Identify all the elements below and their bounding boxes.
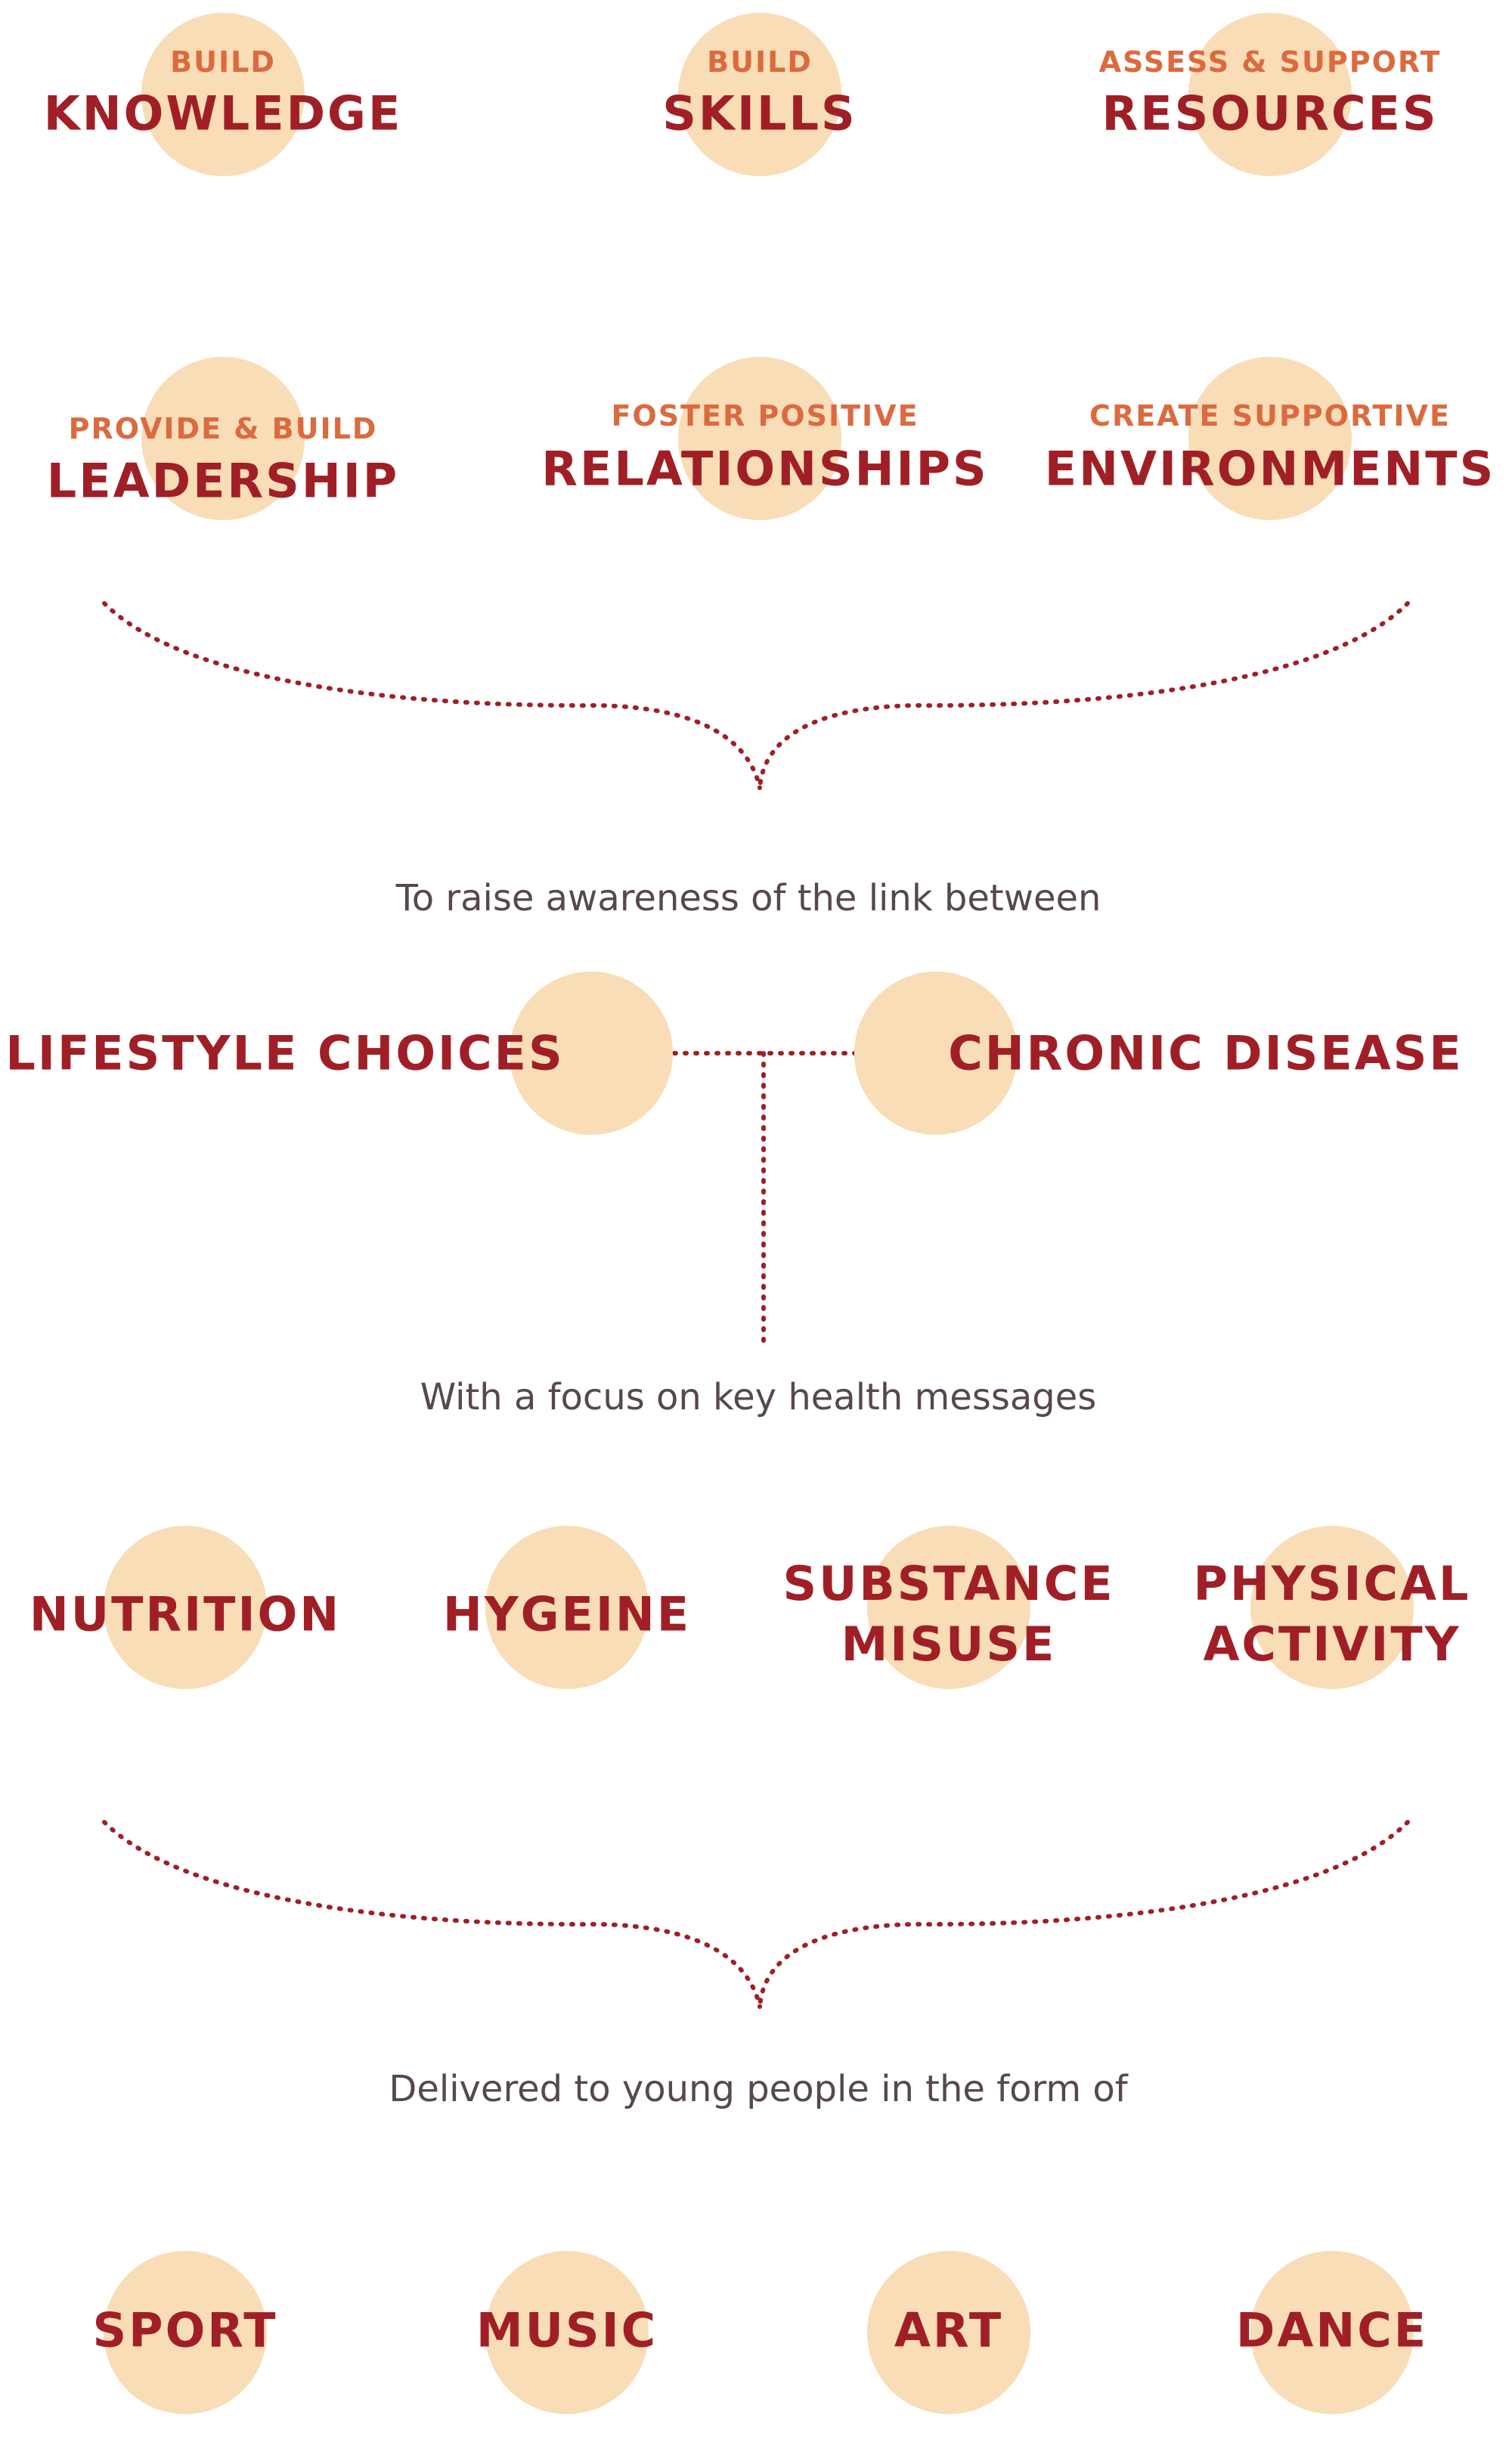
circle-resources [1188,13,1352,176]
circle-leadership [141,357,305,520]
circle-lifestyle [510,972,673,1135]
leadership-sub: PROVIDE & BUILD [68,412,378,445]
circle-physical [1250,1526,1414,1689]
hygeine-label: HYGEINE [442,1586,692,1642]
skills-sub: BUILD [707,45,813,79]
awareness-lead: To raise awareness of the link between [395,877,1101,919]
circle-relationships [678,357,841,520]
chronic-disease-label: CHRONIC DISEASE [948,1025,1464,1081]
relationships-sub: FOSTER POSITIVE [611,399,919,432]
knowledge-label: KNOWLEDGE [43,85,403,141]
circle-dance [1250,2251,1414,2414]
circle-hygeine [485,1526,649,1689]
resources-sub: ASSESS & SUPPORT [1098,45,1442,79]
resources-label: RESOURCES [1101,85,1439,141]
leadership-label: LEADERSHIP [46,453,400,509]
delivery-lead: Delivered to young people in the form of [389,2068,1128,2110]
circle-environments [1188,357,1352,520]
environments-sub: CREATE SUPPORTIVE [1089,399,1451,432]
substance-misuse-label: SUBSTANCE MISUSE [782,1556,1115,1672]
music-label: MUSIC [476,2302,658,2358]
environments-label: ENVIRONMENTS [1044,441,1496,497]
knowledge-sub: BUILD [170,45,276,79]
focus-lead: With a focus on key health messages [420,1376,1097,1418]
circle-knowledge [141,13,305,176]
circle-sport [104,2251,267,2414]
brace-1-right [758,601,1410,790]
lifestyle-choices-label: LIFESTYLE CHOICES [5,1025,565,1081]
brace-2-left [102,1820,762,2009]
physical-activity-label: PHYSICAL ACTIVITY [1193,1556,1471,1672]
skills-label: SKILLS [662,85,857,141]
nutrition-label: NUTRITION [29,1586,342,1642]
circle-chronic [854,972,1018,1135]
brace-2-right [758,1820,1410,2009]
art-label: ART [894,2302,1004,2358]
circle-skills [678,13,841,176]
dance-label: DANCE [1235,2302,1429,2358]
circle-music [485,2251,649,2414]
brace-1-left [102,601,762,790]
circle-nutrition [104,1526,267,1689]
relationships-label: RELATIONSHIPS [541,441,989,497]
circle-art [867,2251,1030,2414]
sport-label: SPORT [92,2302,278,2358]
circle-substance [867,1526,1030,1689]
